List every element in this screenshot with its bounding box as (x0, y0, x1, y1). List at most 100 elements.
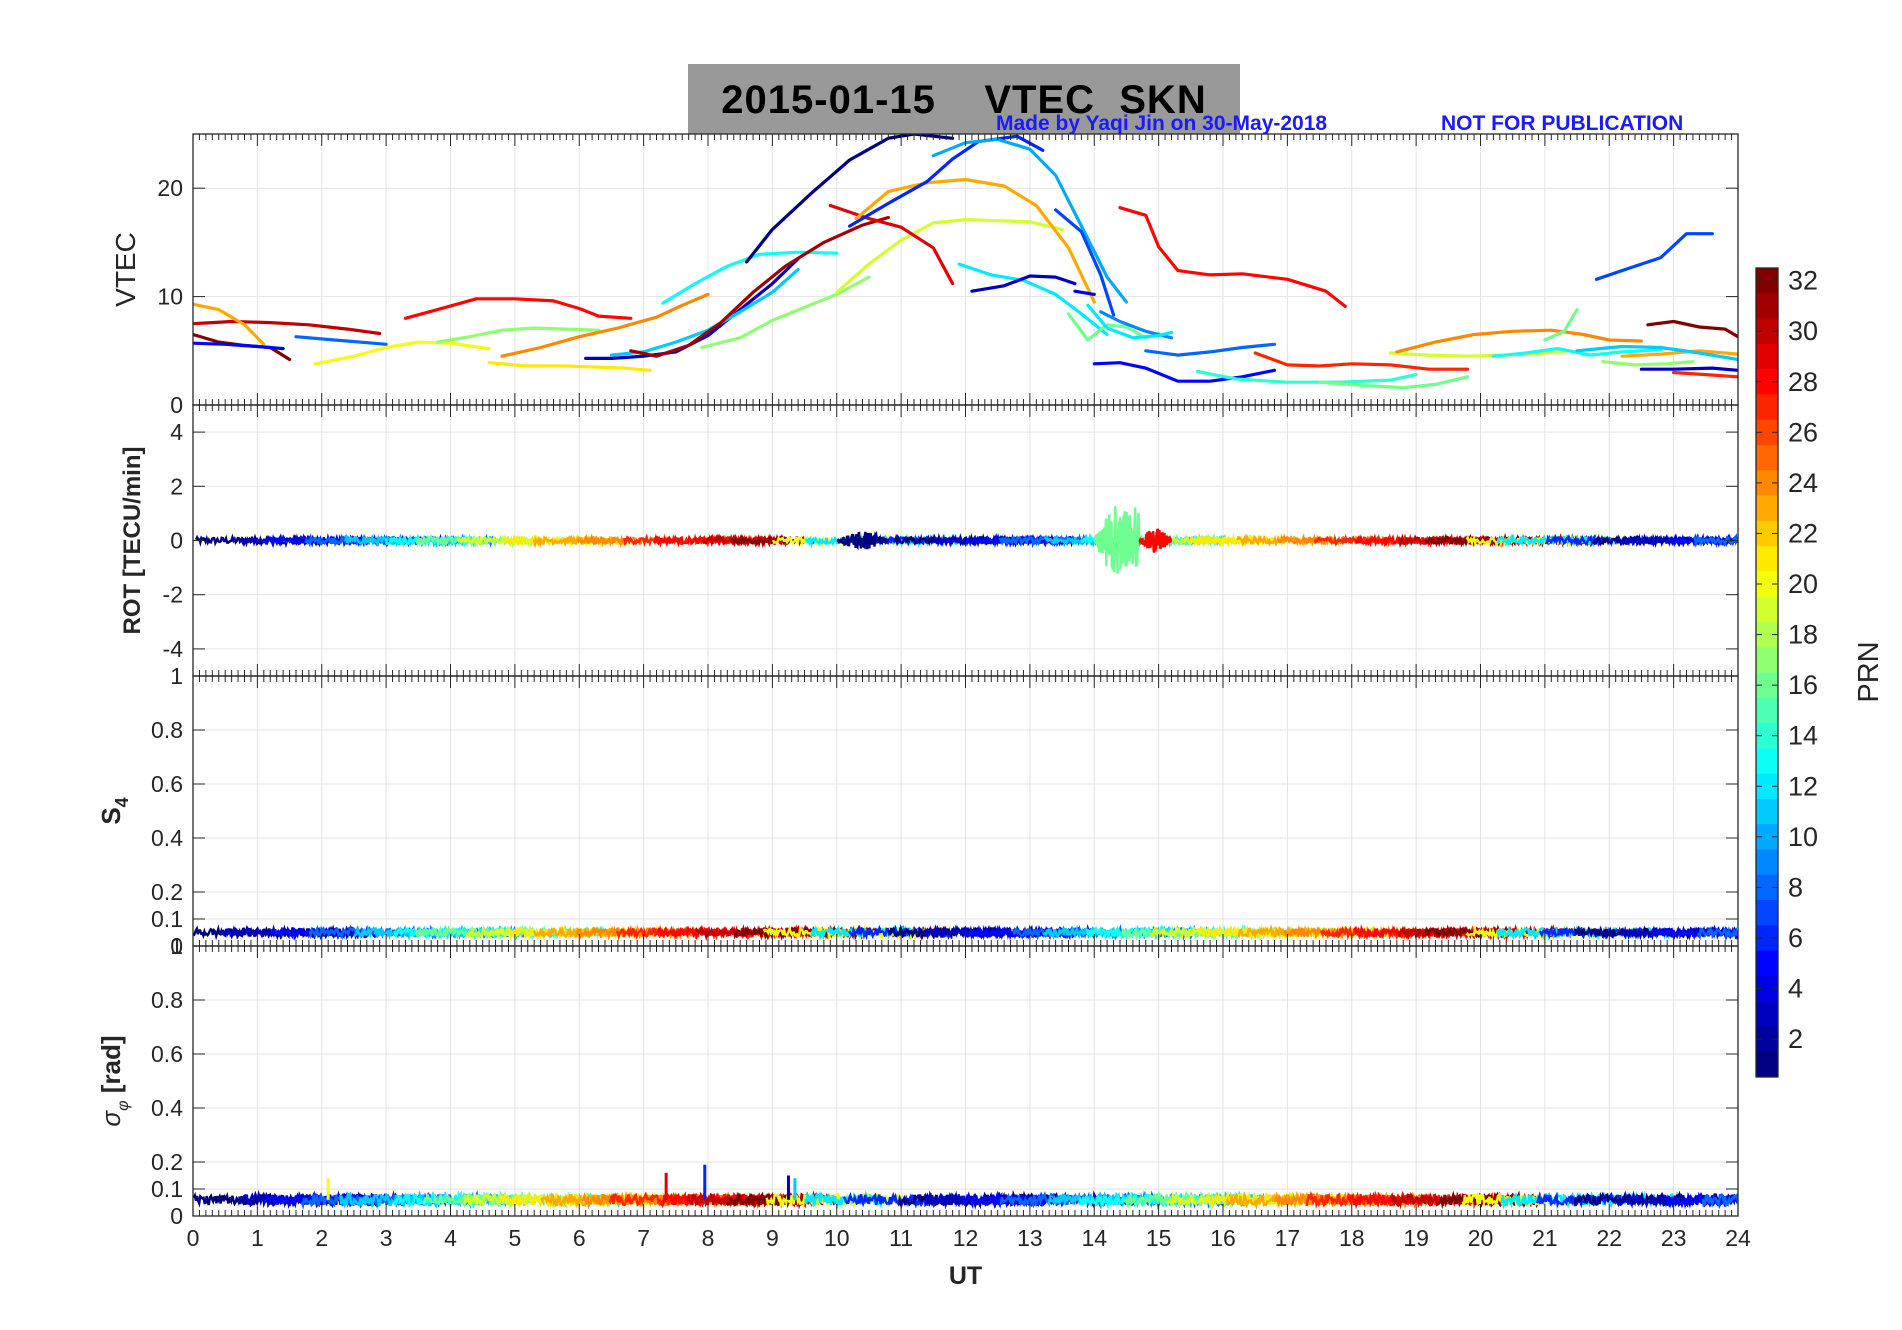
colorbar-step (1756, 874, 1778, 901)
x-tick-label: 16 (1210, 1225, 1236, 1251)
vtec-series-prn-19 (835, 218, 1064, 294)
vtec-series-prn-21 (487, 361, 652, 372)
colorbar-tick-label: 28 (1788, 367, 1818, 397)
x-tick-label: 17 (1275, 1225, 1301, 1251)
colorbar-step (1756, 318, 1778, 345)
publication-notice: NOT FOR PUBLICATION (1441, 112, 1684, 135)
colorbar-step (1756, 495, 1778, 522)
vtec-series-prn-11 (1575, 344, 1738, 362)
colorbar-step (1756, 798, 1778, 825)
y-tick-label: 0.1 (151, 1176, 183, 1202)
x-tick-label: 22 (1596, 1225, 1622, 1251)
x-tick-label: 1 (251, 1225, 264, 1251)
colorbar-label: PRN (1853, 641, 1885, 702)
colorbar-step (1756, 596, 1778, 623)
y-tick-label: 20 (157, 175, 183, 201)
colorbar-step (1756, 419, 1778, 446)
colorbar-step (1756, 571, 1778, 598)
colorbar-frame (1755, 267, 1779, 1078)
colorbar-step (1756, 975, 1778, 1002)
vtec-series-prn-10 (931, 137, 1128, 304)
x-tick-label: 21 (1532, 1225, 1558, 1251)
y-tick-label: 0.4 (151, 1095, 183, 1121)
y-tick-label: 0.8 (151, 717, 183, 743)
vtec-series-prn-28 (403, 297, 633, 320)
colorbar-tick-label: 12 (1788, 771, 1818, 801)
x-tick-label: 23 (1661, 1225, 1687, 1251)
x-tick-label: 0 (187, 1225, 200, 1251)
x-tick-label: 18 (1339, 1225, 1365, 1251)
colorbar-step (1756, 394, 1778, 421)
vtec-series-prn-16 (1318, 375, 1470, 390)
vtec-series-prn-17 (1601, 360, 1695, 367)
credit-note: Made by Yaqi Jin on 30-May-2018 (996, 112, 1328, 135)
trace-prn-8 (1693, 533, 1738, 549)
colorbar-step (1756, 621, 1778, 648)
colorbar-step (1756, 773, 1778, 800)
vtec-series-prn-23 (193, 302, 266, 346)
vtec-series-prn-1 (745, 134, 955, 264)
vtec-series-prn-7 (1594, 232, 1714, 281)
disturbance-prn-28 (1138, 528, 1173, 553)
vtec-series-prn-3 (970, 274, 1077, 293)
y-tick-label: 0.6 (151, 1041, 183, 1067)
x-tick-label: 4 (444, 1225, 457, 1251)
vtec-series-prn-28 (1118, 206, 1347, 308)
y-tick-label: 0.2 (151, 1149, 183, 1175)
colorbar-tick-label: 20 (1788, 569, 1818, 599)
data-layer (193, 1164, 1738, 1210)
colorbar-tick-label: 18 (1788, 620, 1818, 650)
vtec-series-prn-8 (1144, 342, 1277, 357)
colorbar-step (1756, 546, 1778, 572)
colorbar-step (1756, 470, 1778, 497)
y-tick-label: 0.2 (151, 879, 183, 905)
colorbar-step (1756, 950, 1778, 977)
y-axis-label: σφ [rad] (96, 1035, 132, 1126)
colorbar-step (1756, 672, 1778, 699)
colorbar-tick-label: 8 (1788, 872, 1803, 902)
colorbar-step (1756, 520, 1778, 547)
colorbar-step (1756, 925, 1778, 952)
colorbar-step (1756, 723, 1778, 749)
colorbar-step (1756, 1051, 1778, 1078)
y-tick-label: 0 (170, 933, 183, 959)
vtec-series-prn-23 (854, 177, 1096, 304)
y-tick-label: 0.8 (151, 987, 183, 1013)
vtec-series-prn-7 (1054, 208, 1116, 317)
vtec-series-prn-19 (1388, 349, 1573, 358)
vtec-series-prn-14 (1195, 369, 1418, 384)
y-axis-label: S4 (96, 797, 132, 824)
y-tick-label: 0.1 (151, 906, 183, 932)
x-tick-label: 5 (508, 1225, 521, 1251)
y-tick-label: -2 (163, 582, 183, 608)
y-tick-label: 0.6 (151, 771, 183, 797)
colorbar-step (1756, 824, 1778, 850)
vtec-series-prn-11 (609, 267, 800, 357)
colorbar-tick-label: 14 (1788, 721, 1818, 751)
x-tick-label: 15 (1146, 1225, 1172, 1251)
y-tick-label: 1 (170, 933, 183, 959)
colorbar-step (1756, 900, 1778, 926)
vtec-series-prn-12 (1086, 303, 1174, 340)
colorbar-tick-label: 22 (1788, 518, 1818, 548)
vtec-series-prn-16 (1543, 308, 1579, 342)
data-layer (194, 506, 1738, 574)
vtec-series-prn-30 (193, 319, 382, 336)
data-layer (193, 923, 1738, 942)
y-tick-label: 1 (170, 663, 183, 689)
colorbar-tick-label: 6 (1788, 923, 1803, 953)
colorbar-step (1756, 369, 1778, 395)
vtec-series-prn-23 (1620, 349, 1738, 358)
trace-prn-28 (1354, 533, 1468, 548)
colorbar-tick-label: 4 (1788, 974, 1803, 1004)
x-tick-label: 12 (953, 1225, 979, 1251)
x-tick-label: 13 (1017, 1225, 1043, 1251)
x-tick-label: 24 (1725, 1225, 1751, 1251)
x-tick-label: 10 (824, 1225, 850, 1251)
disturbance-prn-16 (1093, 506, 1141, 574)
colorbar-step (1756, 343, 1778, 370)
colorbar-step (1756, 748, 1778, 775)
disturbance-prn-1 (836, 530, 889, 551)
